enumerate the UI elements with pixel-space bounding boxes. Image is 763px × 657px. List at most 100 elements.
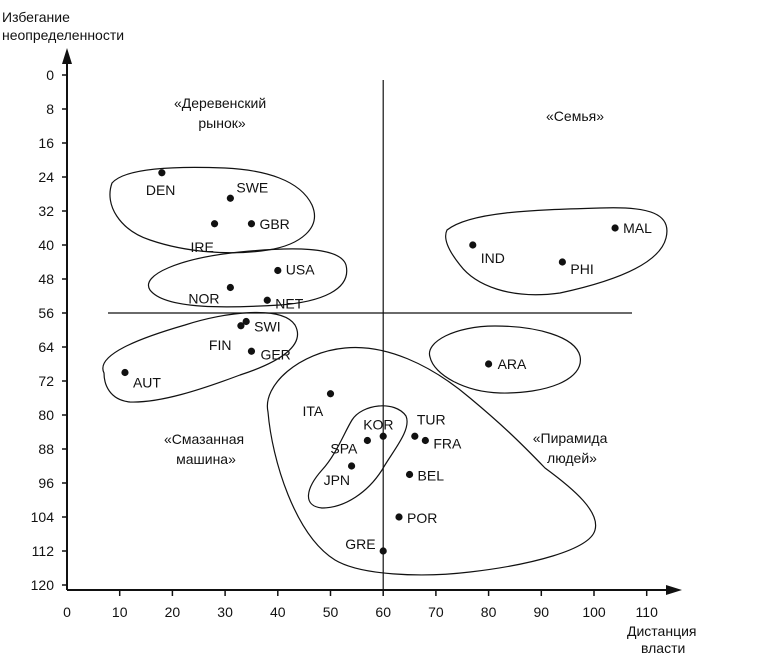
- x-tick-label: 60: [375, 604, 391, 620]
- point-marker: [379, 432, 387, 440]
- point-fra: FRA: [421, 436, 462, 452]
- x-tick-label: 50: [323, 604, 339, 620]
- point-tur: TUR: [411, 411, 446, 440]
- point-marker: [485, 360, 493, 368]
- y-tick-label: 0: [46, 67, 54, 83]
- x-axis-title: Дистанция власти: [627, 623, 700, 656]
- point-marker: [469, 241, 477, 249]
- point-den: DEN: [146, 169, 176, 198]
- cluster-outline-japan-korea: [307, 405, 408, 509]
- point-nor: NOR: [188, 283, 234, 307]
- point-gre: GRE: [345, 536, 387, 555]
- point-label: BEL: [418, 468, 445, 484]
- quadrant-label-pyramid: «Пирамида людей»: [533, 430, 612, 466]
- point-ire: IRE: [191, 220, 219, 255]
- point-label: FRA: [433, 436, 462, 452]
- point-marker: [237, 322, 245, 330]
- cluster-outline-pyramid: [266, 346, 597, 576]
- point-label: SWE: [236, 179, 268, 195]
- x-tick-label: 110: [636, 604, 659, 620]
- quadrant-label-machine: «Смазанная машина»: [164, 431, 248, 467]
- point-aut: AUT: [121, 368, 161, 391]
- point-label: DEN: [146, 182, 176, 198]
- cluster-outline-asian-family: [445, 207, 668, 296]
- point-swi: SWI: [242, 317, 281, 335]
- point-marker: [158, 169, 166, 177]
- x-axis-arrow: [666, 585, 682, 595]
- point-marker: [121, 368, 129, 377]
- axes: [62, 48, 682, 595]
- point-label: IRE: [191, 239, 214, 255]
- point-marker: [242, 317, 250, 326]
- cluster-outlines: [102, 166, 668, 576]
- y-tick-label: 112: [32, 543, 55, 559]
- point-label: GER: [260, 346, 290, 362]
- point-marker: [247, 220, 256, 228]
- point-gbr: GBR: [247, 216, 290, 232]
- point-spa: SPA: [330, 436, 371, 457]
- quadrant-label-village-market: «Деревенский рынок»: [174, 95, 270, 131]
- point-marker: [395, 513, 403, 521]
- point-label: GBR: [259, 216, 289, 232]
- y-tick-label: 96: [38, 475, 54, 491]
- point-marker: [263, 296, 271, 304]
- point-marker: [611, 224, 619, 232]
- point-label: NET: [275, 295, 303, 311]
- point-marker: [405, 470, 414, 479]
- point-label: AUT: [133, 375, 161, 391]
- point-marker: [558, 258, 566, 266]
- point-marker: [226, 194, 234, 202]
- y-tick-label: 80: [38, 407, 54, 423]
- quadrant-labels: «Деревенский рынок» «Семья» «Смазанная м…: [164, 95, 612, 467]
- point-jpn: JPN: [324, 462, 356, 488]
- y-tick-label: 72: [38, 373, 54, 389]
- x-ticks: 0 10 20 30 40 50 60 70 80 90 100 110: [63, 590, 658, 620]
- x-tick-label: 10: [112, 604, 128, 620]
- point-marker: [363, 436, 371, 445]
- y-tick-label: 16: [38, 135, 54, 151]
- point-ind: IND: [469, 241, 505, 266]
- y-tick-label: 88: [38, 441, 54, 457]
- point-bel: BEL: [405, 468, 445, 484]
- point-swe: SWE: [226, 179, 268, 202]
- point-ger: GER: [247, 346, 291, 362]
- point-label: FIN: [209, 337, 232, 353]
- point-label: ITA: [303, 403, 324, 419]
- point-fin: FIN: [209, 322, 245, 353]
- point-label: TUR: [417, 411, 446, 427]
- point-label: PHI: [570, 261, 593, 277]
- y-tick-label: 56: [38, 305, 54, 321]
- y-tick-label: 104: [31, 509, 55, 525]
- point-label: IND: [481, 250, 505, 266]
- cluster-outline-anglo-dutch: [147, 248, 348, 308]
- x-tick-label: 70: [428, 604, 444, 620]
- y-tick-label: 24: [38, 169, 54, 185]
- point-label: GRE: [345, 536, 375, 552]
- x-tick-label: 20: [165, 604, 181, 620]
- point-label: USA: [286, 262, 315, 278]
- point-marker: [274, 266, 282, 275]
- y-tick-label: 64: [38, 339, 54, 355]
- quadrant-dividers: [108, 80, 632, 590]
- point-label: SWI: [254, 319, 280, 335]
- point-marker: [347, 462, 356, 470]
- y-tick-label: 40: [38, 237, 54, 253]
- point-net: NET: [263, 295, 304, 311]
- point-label: ARA: [498, 356, 527, 372]
- y-tick-label: 8: [46, 101, 54, 117]
- x-tick-label: 30: [217, 604, 233, 620]
- cluster-outline-germanic: [102, 311, 298, 403]
- point-marker: [326, 390, 335, 398]
- cluster-outline-arab: [428, 325, 581, 394]
- y-axis-arrow: [62, 48, 72, 64]
- x-tick-label: 0: [63, 604, 71, 620]
- y-tick-label: 48: [38, 271, 54, 287]
- point-ita: ITA: [303, 390, 335, 419]
- x-tick-label: 80: [481, 604, 497, 620]
- point-marker: [379, 547, 387, 555]
- point-kor: KOR: [363, 416, 394, 440]
- point-marker: [247, 347, 256, 355]
- x-tick-label: 100: [582, 604, 606, 620]
- point-mal: MAL: [611, 220, 652, 236]
